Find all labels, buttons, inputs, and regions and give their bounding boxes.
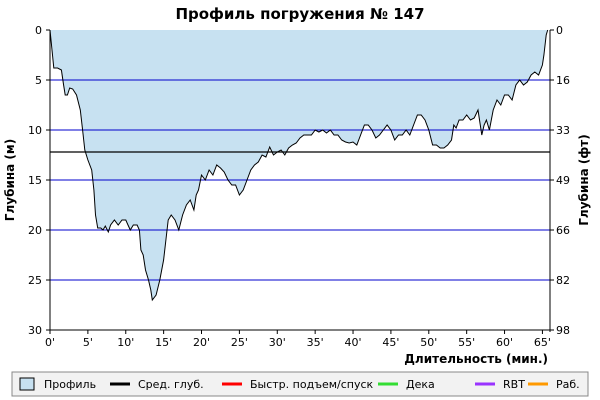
x-axis-label: Длительность (мин.) bbox=[404, 352, 548, 366]
legend-items: Профиль Сред. глуб. Быстр. подъем/спуск Дек… bbox=[19, 377, 580, 391]
y-tick-label-right: 82 bbox=[556, 274, 570, 287]
y-tick-label-right: 98 bbox=[556, 324, 570, 337]
legend-label: Сред. глуб. bbox=[138, 378, 204, 391]
legend-swatch bbox=[19, 377, 35, 391]
y-tick-label-left: 20 bbox=[28, 224, 42, 237]
profile-area bbox=[50, 30, 548, 300]
legend bbox=[11, 371, 589, 397]
x-tick-label: 45' bbox=[382, 336, 399, 349]
y-axis-label-left: Глубина (м) bbox=[3, 139, 17, 221]
y-tick-label-left: 30 bbox=[28, 324, 42, 337]
chart-title: Профиль погружения № 147 bbox=[175, 5, 424, 23]
y-tick-label-right: 0 bbox=[556, 24, 563, 37]
legend-label: Профиль bbox=[44, 378, 96, 391]
legend-item: Сред. глуб. bbox=[110, 378, 204, 391]
legend-label: RBT bbox=[503, 378, 525, 391]
y-tick-label-right: 33 bbox=[556, 124, 570, 137]
y-axis-label-right: Глубина (фт) bbox=[577, 134, 591, 225]
x-tick-label: 25' bbox=[231, 336, 248, 349]
x-tick-labels: 0' 5' 10' 15' 20' 25' 30' 35' 40' 45' 50' 55' 60' 65' bbox=[45, 330, 551, 349]
x-tick-label: 15' bbox=[155, 336, 172, 349]
y-tick-label-right: 66 bbox=[556, 224, 570, 237]
x-tick-label: 0' bbox=[45, 336, 55, 349]
legend-label: Дека bbox=[406, 378, 435, 391]
y-tick-labels-left: 0 5 10 15 20 25 30 bbox=[28, 24, 50, 337]
y-tick-labels-right: 0 16 33 49 66 82 98 bbox=[550, 24, 570, 337]
x-tick-label: 20' bbox=[193, 336, 210, 349]
legend-item: Раб. bbox=[528, 378, 580, 391]
profile-line bbox=[49, 29, 549, 302]
y-tick-label-left: 15 bbox=[28, 174, 42, 187]
x-tick-label: 50' bbox=[420, 336, 437, 349]
y-tick-label-left: 0 bbox=[35, 24, 42, 37]
y-tick-label-right: 16 bbox=[556, 74, 570, 87]
legend-item: Профиль bbox=[19, 377, 96, 391]
y-tick-label-left: 5 bbox=[35, 74, 42, 87]
y-tick-label-left: 25 bbox=[28, 274, 42, 287]
legend-label: Раб. bbox=[556, 378, 580, 391]
legend-item: Быстр. подъем/спуск bbox=[222, 378, 374, 391]
x-tick-label: 60' bbox=[496, 336, 513, 349]
x-tick-label: 65' bbox=[534, 336, 551, 349]
y-tick-label-left: 10 bbox=[28, 124, 42, 137]
y-tick-label-right: 49 bbox=[556, 174, 570, 187]
x-tick-label: 10' bbox=[117, 336, 134, 349]
legend-item: Дека bbox=[378, 378, 435, 391]
x-tick-label: 35' bbox=[307, 336, 324, 349]
x-tick-label: 5' bbox=[83, 336, 93, 349]
x-tick-label: 30' bbox=[269, 336, 286, 349]
legend-label: Быстр. подъем/спуск bbox=[250, 378, 374, 391]
legend-item: RBT bbox=[475, 378, 525, 391]
x-tick-label: 55' bbox=[458, 336, 475, 349]
x-tick-label: 40' bbox=[345, 336, 362, 349]
grid-lines bbox=[50, 79, 550, 281]
